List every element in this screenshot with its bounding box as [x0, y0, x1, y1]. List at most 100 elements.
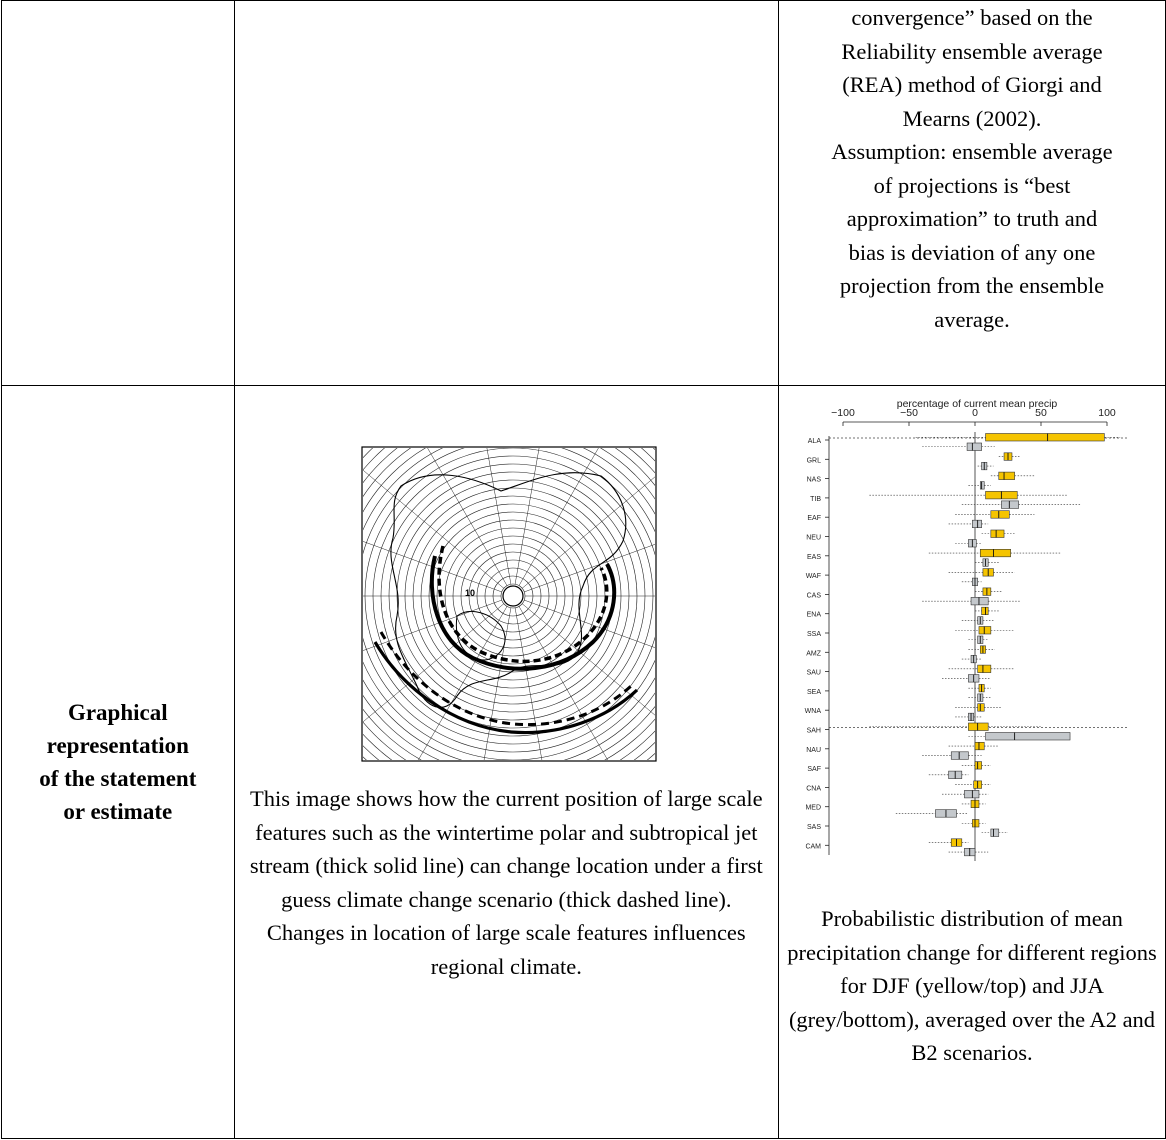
table-row: convergence” based on the Reliability en… — [1, 0, 1166, 386]
meridian-line — [514, 448, 539, 585]
box-jja — [985, 732, 1071, 741]
row-header-cell: Graphical representation of the statemen… — [1, 385, 235, 1139]
text-line: bias is deviation of any one — [848, 239, 1096, 265]
meridian-line — [521, 476, 655, 589]
x-tick-label: −100 — [831, 407, 855, 419]
region-label: CNA — [806, 785, 821, 792]
box-djf — [998, 471, 1015, 480]
region-label: NEU — [806, 535, 821, 542]
meridian-line — [362, 541, 502, 593]
region-label: SEA — [807, 689, 821, 696]
box-djf — [974, 741, 985, 751]
subtropical-jet-line — [373, 641, 638, 735]
x-tick-label: 0 — [972, 407, 978, 419]
pole-contour-label: 10 — [465, 588, 475, 598]
box-jja — [966, 442, 982, 451]
coastline — [455, 611, 506, 661]
text-line: projection from the ensemble — [839, 273, 1105, 298]
box-djf — [968, 722, 989, 731]
pole-circle — [502, 585, 524, 607]
jet-stream-figure-cell: 10 This image shows how the current posi… — [233, 385, 780, 1139]
empty-cell — [233, 0, 780, 386]
box-djf — [979, 549, 1011, 558]
x-tick-label: 100 — [1098, 407, 1116, 419]
scenario-subtropical-jet-line — [379, 631, 632, 727]
coastline — [389, 472, 626, 708]
meridian-line — [486, 448, 511, 585]
box-jja — [1001, 500, 1019, 509]
table-row: Graphical representation of the statemen… — [1, 385, 1166, 1139]
jet-stream-caption: This image shows how the current positio… — [249, 786, 763, 979]
region-label: TIB — [810, 496, 821, 503]
region-label: SAH — [807, 728, 821, 735]
text-line: approximation” to truth and — [846, 206, 1098, 231]
precip-chart-cell: percentage of current mean precip −100 −5… — [778, 385, 1166, 1139]
region-label: SAU — [807, 670, 821, 677]
row-header-line: Graphical — [67, 700, 168, 725]
meridian-line — [362, 469, 504, 589]
region-label: EAF — [807, 515, 821, 522]
row-header-line: of the statement — [39, 766, 197, 791]
box-jja — [979, 481, 985, 490]
region-label: ENA — [807, 612, 822, 619]
meridian-line — [514, 607, 542, 760]
region-label: CAM — [805, 843, 821, 850]
region-label: SAF — [807, 766, 821, 773]
box-djf — [977, 664, 992, 673]
row-header-line: or estimate — [63, 799, 173, 824]
meridian-line — [523, 599, 655, 648]
region-label: AMZ — [806, 650, 822, 657]
box-djf — [974, 761, 982, 770]
current-jet-stream-line — [429, 555, 616, 671]
region-label: GRL — [807, 457, 822, 464]
text-line: convergence” based on the — [851, 5, 1093, 30]
method-description-cell: convergence” based on the Reliability en… — [778, 0, 1166, 386]
row-header-line: representation — [46, 733, 189, 758]
region-label: SSA — [807, 631, 821, 638]
latitude-circle — [362, 448, 655, 753]
text-line: Reliability ensemble average — [841, 38, 1103, 64]
box-jja — [970, 597, 989, 606]
meridian-line — [426, 448, 507, 586]
box-djf — [990, 529, 1005, 538]
box-djf — [978, 626, 992, 635]
meridian-line — [417, 606, 507, 760]
box-djf — [990, 510, 1010, 519]
box-djf — [972, 819, 980, 828]
box-djf — [985, 433, 1105, 442]
region-label: SAS — [807, 824, 821, 831]
precip-boxplot-chart: percentage of current mean precip −100 −5… — [805, 398, 1127, 861]
text-line: average. — [934, 306, 1010, 332]
text-line: of projections is “best — [873, 172, 1071, 198]
meridian-line — [518, 448, 599, 586]
chart-title: percentage of current mean precip — [897, 398, 1058, 410]
box-jja — [972, 519, 982, 528]
row-header: Graphical representation of the statemen… — [2, 696, 234, 828]
region-label: NAS — [807, 477, 822, 484]
box-jja — [964, 790, 980, 799]
meridian-line — [362, 599, 502, 651]
meridian-line — [521, 603, 655, 716]
polar-jet-stream-map: 10 — [361, 446, 657, 762]
text-line: Assumption: ensemble average — [831, 139, 1113, 164]
box-djf — [981, 606, 989, 615]
box-jja — [990, 828, 1000, 837]
precip-chart-caption: Probabilistic distribution of mean preci… — [787, 906, 1157, 1065]
meridian-line — [518, 606, 608, 760]
region-label: WAF — [806, 573, 821, 580]
method-description-text: convergence” based on the Reliability en… — [779, 1, 1165, 336]
region-label: WNA — [805, 708, 822, 715]
region-label: NAU — [806, 747, 821, 754]
x-tick-label: −50 — [900, 407, 918, 419]
box-jja — [950, 751, 969, 760]
empty-cell — [1, 0, 235, 386]
region-label: EAS — [807, 554, 821, 561]
x-tick-label: 50 — [1035, 407, 1047, 419]
meridian-line — [523, 544, 655, 593]
scenario-jet-stream-line — [436, 545, 609, 664]
region-label: MED — [805, 805, 821, 812]
box-djf — [977, 703, 985, 712]
region-label: ALA — [808, 438, 822, 445]
region-label: CAS — [807, 592, 822, 599]
